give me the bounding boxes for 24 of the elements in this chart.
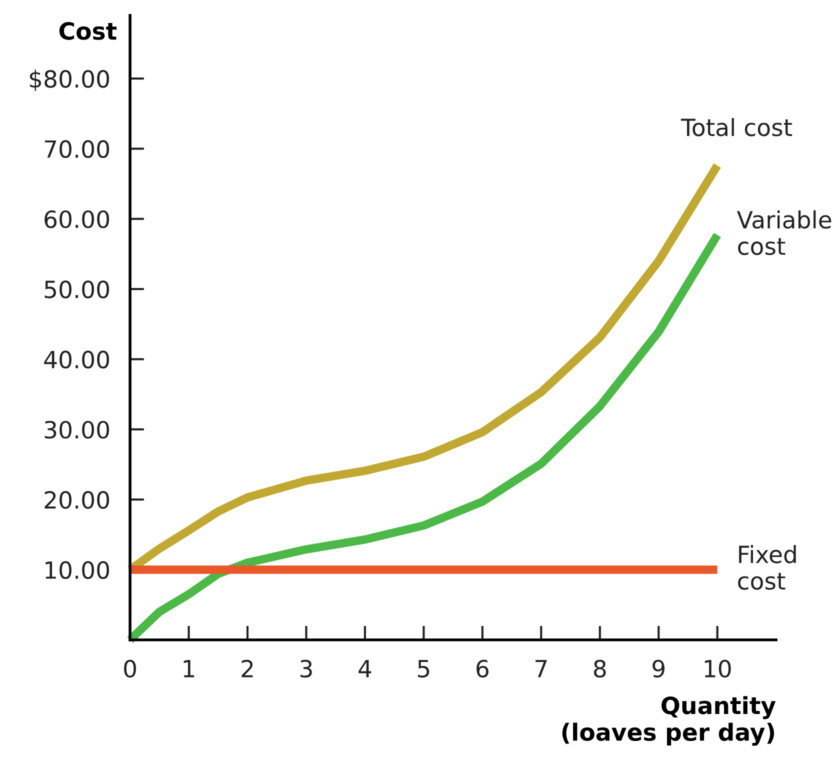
x-axis-title: Quantity (loaves per day) xyxy=(562,696,776,746)
x-tick-label: 8 xyxy=(594,660,606,678)
y-tick-label: 60.00 xyxy=(44,210,110,228)
x-tick-label: 7 xyxy=(536,660,547,678)
y-tick-label: 20.00 xyxy=(44,490,110,509)
y-tick-label: $80.00 xyxy=(30,70,110,91)
y-tick-label: 10.00 xyxy=(46,561,110,580)
x-tick-label: 6 xyxy=(476,660,488,678)
x-tick-label: 3 xyxy=(300,660,312,678)
x-tick-label: 1 xyxy=(184,660,194,678)
x-tick-label: 2 xyxy=(242,660,253,678)
x-tick-label: 5 xyxy=(418,660,430,678)
x-tick-label: 4 xyxy=(358,660,372,678)
series-label: Variable cost xyxy=(736,210,832,256)
x-tick-label: 10 xyxy=(704,660,731,678)
y-tick-label: 30.00 xyxy=(44,420,110,439)
series-label: Fixed cost xyxy=(738,545,796,590)
y-tick-label: 50.00 xyxy=(44,280,110,298)
y-tick-label: 40.00 xyxy=(44,350,110,369)
y-tick-label: 70.00 xyxy=(44,140,110,158)
y-axis-title: Cost xyxy=(59,22,117,40)
x-tick-label: 9 xyxy=(652,660,664,678)
series-label: Total cost xyxy=(680,118,792,136)
x-tick-label: 0 xyxy=(124,660,136,678)
